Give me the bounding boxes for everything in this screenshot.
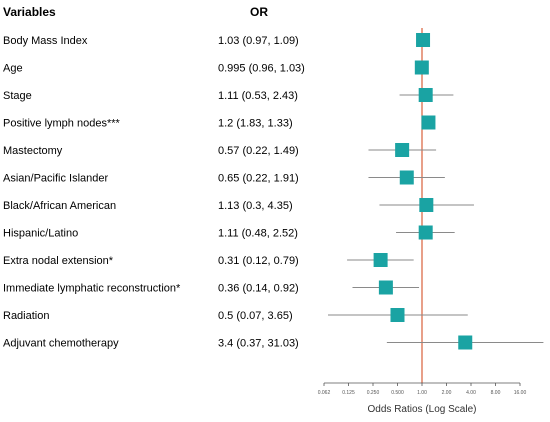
rows-layer: Body Mass Index 1.03 (0.97, 1.09) Age 0.995…	[3, 28, 544, 383]
x-tick-label: 0.062	[318, 390, 331, 396]
or-marker	[421, 115, 436, 130]
x-tick-label: 0.500	[391, 390, 404, 396]
row-label: Age	[3, 63, 23, 75]
or-marker	[418, 88, 433, 102]
row-or-text: 1.03 (0.97, 1.09)	[218, 35, 299, 47]
x-tick-label: 8.00	[491, 390, 501, 396]
row-label: Black/African American	[3, 200, 116, 212]
row-label: Asian/Pacific Islander	[3, 173, 108, 185]
row-or-text: 0.31 (0.12, 0.79)	[218, 255, 299, 267]
or-marker	[373, 253, 388, 267]
row-label: Immediate lymphatic reconstruction*	[3, 283, 181, 295]
row-or-text: 0.995 (0.96, 1.03)	[218, 63, 305, 75]
x-tick-label: 2.00	[442, 390, 452, 396]
row-label: Body Mass Index	[3, 35, 88, 47]
row-or-text: 0.36 (0.14, 0.92)	[218, 283, 299, 295]
header-variables: Variables	[3, 5, 56, 19]
row-label: Mastectomy	[3, 145, 63, 157]
or-marker	[419, 198, 434, 212]
x-axis: 0.062 0.125 0.250 0.500 1.00 2.00 4.00 8.00 16.0…	[318, 382, 527, 396]
row-or-text: 0.5 (0.07, 3.65)	[218, 310, 293, 322]
x-tick-label: 0.125	[342, 390, 355, 396]
x-tick-label: 1.00	[417, 390, 427, 396]
row-or-text: 1.11 (0.53, 2.43)	[218, 90, 298, 102]
or-marker	[414, 60, 429, 75]
x-tick-label: 0.250	[367, 390, 380, 396]
or-marker	[458, 335, 473, 350]
x-tick-label: 4.00	[466, 390, 476, 396]
row-or-text: 1.2 (1.83, 1.33)	[218, 118, 293, 130]
row-label: Adjuvant chemotherapy	[3, 338, 119, 350]
or-marker	[390, 308, 405, 322]
header-or: OR	[250, 5, 268, 19]
row-label: Stage	[3, 90, 32, 102]
row-label: Hispanic/Latino	[3, 228, 78, 240]
row-or-text: 3.4 (0.37, 31.03)	[218, 338, 299, 350]
x-tick-label: 16.00	[514, 390, 527, 396]
or-marker	[399, 170, 414, 185]
x-axis-label: Odds Ratios (Log Scale)	[368, 404, 477, 415]
row-or-text: 0.65 (0.22, 1.91)	[218, 173, 299, 185]
or-marker	[395, 143, 410, 157]
row-or-text: 1.11 (0.48, 2.52)	[218, 228, 298, 240]
row-label: Positive lymph nodes***	[3, 118, 121, 130]
or-marker	[416, 33, 431, 47]
row-label: Extra nodal extension*	[3, 255, 114, 267]
row-or-text: 1.13 (0.3, 4.35)	[218, 200, 293, 212]
row-label: Radiation	[3, 310, 49, 322]
or-marker	[418, 225, 433, 240]
row-or-text: 0.57 (0.22, 1.49)	[218, 145, 299, 157]
or-marker	[378, 280, 393, 295]
